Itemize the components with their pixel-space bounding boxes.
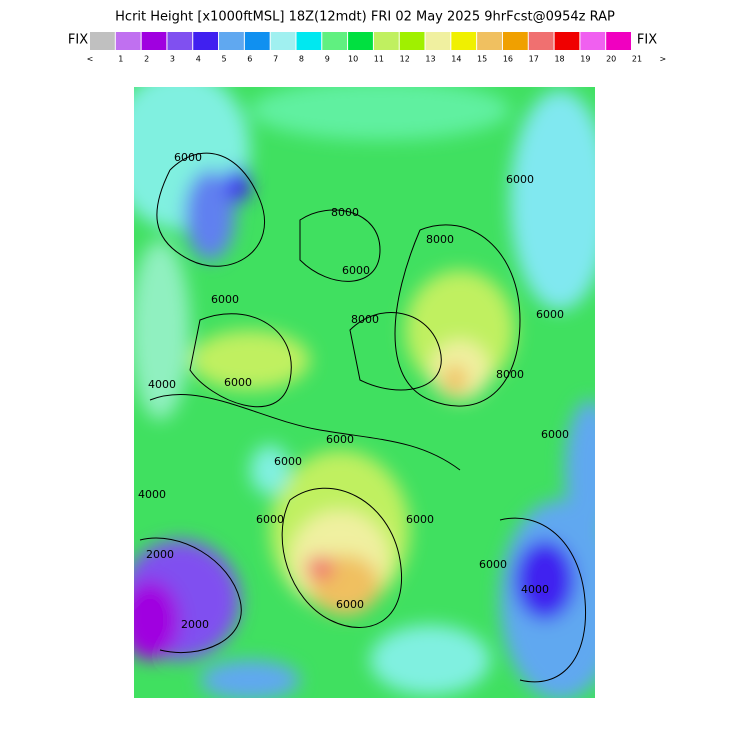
legend-label: 4 bbox=[196, 55, 201, 64]
color-box bbox=[141, 32, 167, 50]
legend-label: 17 bbox=[529, 55, 539, 64]
contour-label: 8000 bbox=[351, 313, 379, 326]
color-box bbox=[219, 32, 244, 50]
contour-label: 6000 bbox=[342, 264, 370, 277]
color-box bbox=[502, 32, 528, 50]
contour-label: 4000 bbox=[148, 378, 176, 391]
legend-label: 13 bbox=[425, 55, 435, 64]
contour-label: 6000 bbox=[274, 455, 302, 468]
contour-label: 2000 bbox=[181, 618, 209, 631]
legend-label: 15 bbox=[477, 55, 487, 64]
contour-label: 6000 bbox=[536, 308, 564, 321]
color-box bbox=[322, 32, 348, 50]
legend-label: 14 bbox=[451, 55, 461, 64]
contour-label: 6000 bbox=[224, 376, 252, 389]
color-box bbox=[90, 32, 115, 50]
color-box bbox=[193, 32, 219, 50]
legend-label: 8 bbox=[299, 55, 304, 64]
contour-label: 6000 bbox=[211, 293, 239, 306]
color-box bbox=[348, 32, 373, 50]
color-box bbox=[528, 32, 554, 50]
color-box bbox=[296, 32, 322, 50]
legend-label: 18 bbox=[554, 55, 564, 64]
color-box bbox=[425, 32, 451, 50]
legend-label: 19 bbox=[580, 55, 590, 64]
color-box bbox=[399, 32, 425, 50]
legend-label: 20 bbox=[606, 55, 616, 64]
color-box bbox=[115, 32, 141, 50]
color-box bbox=[373, 32, 399, 50]
color-box bbox=[580, 32, 606, 50]
legend-left: FIX bbox=[68, 33, 88, 48]
contour-label: 4000 bbox=[138, 488, 166, 501]
legend-label: 12 bbox=[400, 55, 410, 64]
color-box bbox=[451, 32, 477, 50]
legend-label: > bbox=[659, 55, 666, 64]
map: 6000 8000 6000 6000 8000 6000 6000 4000 6000 8000… bbox=[134, 87, 595, 698]
colorbar: <1 2 3 4 5 6 7 8 9 10 11 12 13 14 15 16 17 18 19 20 21 > bbox=[87, 32, 666, 64]
contour-label: 4000 bbox=[521, 583, 549, 596]
legend-label: 9 bbox=[325, 55, 330, 64]
color-box bbox=[554, 32, 580, 50]
map-title: Hcrit Height [x1000ftMSL] 18Z(12mdt) FRI… bbox=[115, 10, 615, 25]
contour-label: 6000 bbox=[174, 151, 202, 164]
legend-label: < bbox=[87, 55, 94, 64]
contour-label: 8000 bbox=[496, 368, 524, 381]
contour-label: 6000 bbox=[326, 433, 354, 446]
legend-label: 21 bbox=[632, 55, 642, 64]
contour-label: 6000 bbox=[406, 513, 434, 526]
contour-label: 8000 bbox=[331, 206, 359, 219]
color-box bbox=[270, 32, 296, 50]
legend-label: 6 bbox=[247, 55, 252, 64]
legend-label: 1 bbox=[118, 55, 123, 64]
contour-label: 6000 bbox=[506, 173, 534, 186]
legend-label: 3 bbox=[170, 55, 175, 64]
legend-right: FIX bbox=[637, 33, 657, 48]
contour-label: 8000 bbox=[426, 233, 454, 246]
legend-label: 16 bbox=[503, 55, 513, 64]
color-box bbox=[606, 32, 631, 50]
legend-label: 7 bbox=[273, 55, 278, 64]
color-box bbox=[477, 32, 502, 50]
legend-label: 2 bbox=[144, 55, 149, 64]
contour-label: 2000 bbox=[146, 548, 174, 561]
legend-label: 5 bbox=[222, 55, 227, 64]
contour-label: 6000 bbox=[479, 558, 507, 571]
color-box bbox=[167, 32, 193, 50]
contour-label: 6000 bbox=[336, 598, 364, 611]
legend-label: 10 bbox=[348, 55, 358, 64]
color-box bbox=[244, 32, 270, 50]
legend-label: 11 bbox=[374, 55, 384, 64]
contour-label: 6000 bbox=[256, 513, 284, 526]
contour-label: 6000 bbox=[541, 428, 569, 441]
